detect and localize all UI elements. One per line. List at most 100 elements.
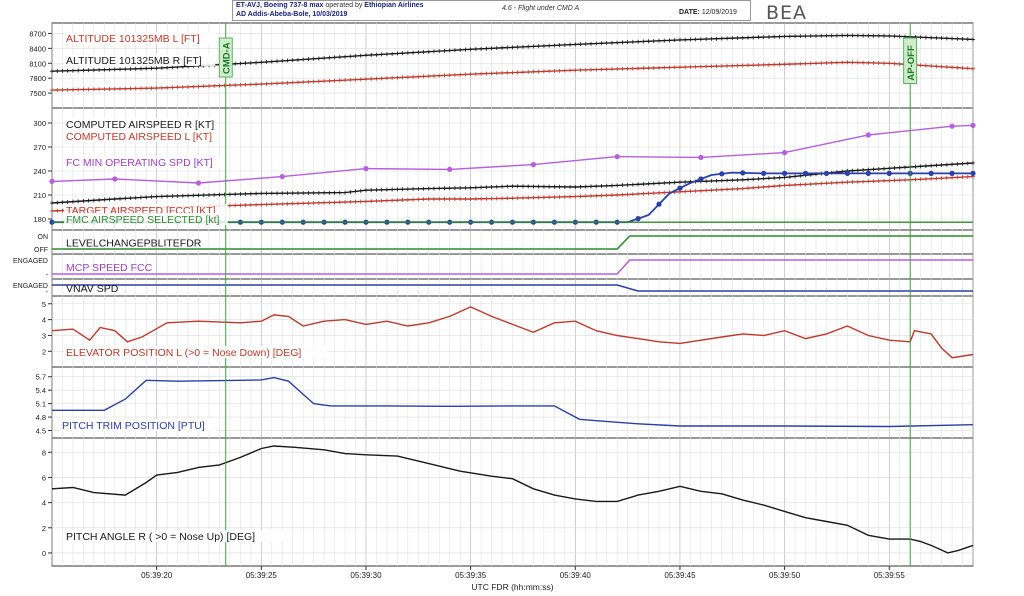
data-marker bbox=[363, 188, 368, 193]
series-label-bg bbox=[60, 419, 218, 431]
y-tick-label: 6 bbox=[42, 473, 46, 482]
data-marker bbox=[473, 196, 478, 201]
data-marker bbox=[358, 188, 363, 193]
data-marker bbox=[646, 39, 651, 44]
header-date: DATE: 12/09/2019 bbox=[679, 9, 737, 16]
data-marker bbox=[421, 74, 426, 79]
data-marker bbox=[625, 182, 630, 187]
data-marker bbox=[337, 78, 342, 83]
data-marker bbox=[353, 189, 358, 194]
data-marker bbox=[929, 35, 934, 40]
data-marker bbox=[777, 175, 782, 180]
data-marker bbox=[735, 35, 740, 40]
data-marker bbox=[552, 69, 557, 74]
data-marker bbox=[50, 88, 54, 93]
data-marker bbox=[740, 186, 745, 191]
data-marker bbox=[557, 68, 562, 73]
data-marker bbox=[500, 184, 505, 189]
data-marker bbox=[934, 35, 939, 40]
data-marker bbox=[254, 191, 259, 196]
data-marker bbox=[939, 64, 944, 69]
state-label: ENGAGED bbox=[13, 283, 48, 290]
data-point bbox=[949, 170, 955, 176]
data-marker bbox=[494, 71, 499, 76]
data-marker bbox=[913, 177, 918, 182]
data-marker bbox=[379, 52, 384, 57]
event-label: CMD-A bbox=[222, 42, 233, 74]
data-marker bbox=[118, 196, 123, 201]
data-marker bbox=[102, 197, 107, 202]
data-marker bbox=[939, 163, 944, 167]
data-marker bbox=[918, 63, 923, 68]
data-marker bbox=[463, 197, 468, 201]
data-marker bbox=[186, 193, 191, 198]
y-tick-label: 8 bbox=[42, 448, 46, 457]
data-marker bbox=[657, 38, 662, 43]
data-marker bbox=[432, 197, 437, 201]
data-marker bbox=[683, 65, 688, 70]
data-marker bbox=[693, 64, 698, 69]
data-point bbox=[761, 170, 767, 176]
data-marker bbox=[97, 198, 102, 202]
data-marker bbox=[819, 181, 824, 186]
data-marker bbox=[751, 63, 756, 68]
data-marker bbox=[950, 162, 955, 167]
data-marker bbox=[730, 63, 735, 68]
data-marker bbox=[787, 62, 792, 67]
y-tick-label: 7800 bbox=[29, 74, 46, 83]
y-tick-label: 210 bbox=[33, 191, 46, 200]
data-point bbox=[635, 216, 641, 222]
data-marker bbox=[400, 198, 405, 202]
data-marker bbox=[641, 182, 646, 187]
data-marker bbox=[60, 87, 65, 92]
data-marker bbox=[254, 82, 259, 87]
data-marker bbox=[107, 67, 112, 72]
data-marker bbox=[965, 37, 970, 42]
series-label: ALTITUDE 101325MB R [FT] bbox=[66, 55, 202, 67]
data-marker bbox=[745, 177, 750, 182]
data-marker bbox=[897, 61, 902, 66]
data-marker bbox=[484, 196, 489, 201]
data-marker bbox=[332, 78, 337, 83]
data-marker bbox=[170, 85, 175, 90]
data-marker bbox=[662, 65, 667, 70]
data-marker bbox=[165, 65, 170, 70]
data-marker bbox=[206, 193, 211, 197]
data-marker bbox=[411, 50, 416, 55]
data-marker bbox=[662, 38, 667, 43]
data-marker bbox=[667, 180, 672, 185]
data-marker bbox=[772, 184, 777, 189]
data-marker bbox=[65, 68, 70, 73]
data-point bbox=[970, 122, 976, 128]
data-marker bbox=[641, 191, 646, 196]
data-marker bbox=[70, 199, 75, 204]
data-marker bbox=[960, 36, 965, 41]
data-marker bbox=[259, 60, 264, 65]
data-marker bbox=[725, 178, 730, 183]
data-marker bbox=[761, 185, 766, 189]
data-marker bbox=[955, 65, 960, 70]
data-marker bbox=[657, 181, 662, 186]
data-marker bbox=[290, 191, 295, 196]
data-marker bbox=[118, 86, 123, 91]
state-label: - bbox=[46, 272, 49, 279]
data-marker bbox=[735, 63, 740, 68]
data-marker bbox=[615, 193, 620, 197]
data-marker bbox=[573, 42, 578, 47]
data-marker bbox=[316, 190, 321, 195]
data-marker bbox=[70, 68, 75, 73]
data-marker bbox=[243, 82, 248, 87]
data-marker bbox=[264, 191, 269, 196]
data-marker bbox=[343, 200, 348, 205]
data-marker bbox=[882, 33, 887, 38]
data-marker bbox=[327, 200, 332, 205]
data-marker bbox=[604, 183, 609, 188]
data-marker bbox=[552, 184, 557, 189]
data-marker bbox=[285, 191, 290, 196]
data-marker bbox=[882, 178, 887, 183]
data-marker bbox=[714, 187, 719, 192]
data-marker bbox=[86, 87, 91, 92]
data-marker bbox=[384, 52, 389, 57]
data-marker bbox=[965, 161, 970, 166]
data-marker bbox=[149, 194, 154, 199]
